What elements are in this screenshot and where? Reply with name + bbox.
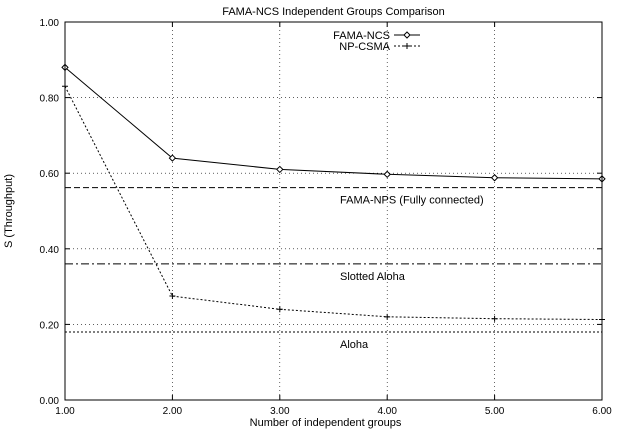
reference-label-slotted-aloha: Slotted Aloha [340, 271, 406, 283]
y-tick-label: 0.20 [40, 320, 60, 331]
legend-marker [404, 43, 410, 49]
plot-frame [64, 21, 603, 401]
x-tick-label: 1.00 [55, 406, 75, 417]
legend-label-fama-ncs: FAMA-NCS [333, 30, 390, 42]
x-tick-label: 5.00 [485, 406, 505, 417]
x-tick-label: 3.00 [270, 406, 290, 417]
grid [64, 21, 603, 401]
x-tick-label: 4.00 [377, 406, 397, 417]
x-tick-label: 2.00 [163, 406, 183, 417]
data-point-diamond [168, 154, 177, 162]
x-axis-label: Number of independent groups [250, 417, 402, 429]
reference-label-fama-nps: FAMA-NPS (Fully connected) [340, 195, 484, 207]
y-tick-label: 0.00 [40, 396, 60, 407]
y-axis-label: S (Throughput) [3, 174, 15, 248]
data-point-plus [276, 306, 283, 313]
legend: FAMA-NCS NP-CSMA [333, 30, 420, 53]
y-tick-label: 0.80 [40, 94, 60, 105]
series-line [64, 86, 603, 320]
legend-label-np-csma: NP-CSMA [339, 41, 390, 53]
reference-lines [65, 187, 602, 333]
tick-labels: 1.00 2.00 3.00 4.00 5.00 6.00 0.00 0.20 0.40 0.60… [40, 18, 613, 417]
data-point-diamond [276, 165, 284, 174]
legend-marker [403, 31, 411, 39]
x-tick-label: 6.00 [592, 406, 612, 417]
series-line [64, 67, 603, 180]
chart-title: FAMA-NCS Independent Groups Comparison [222, 6, 445, 18]
series-lines [61, 63, 606, 323]
data-point-plus [169, 293, 176, 300]
data-point-plus [491, 315, 498, 322]
data-point-diamond [490, 174, 499, 182]
reference-label-aloha: Aloha [340, 339, 369, 351]
y-tick-label: 0.40 [40, 245, 60, 256]
data-point-diamond [383, 170, 391, 179]
data-point-plus [384, 313, 391, 320]
y-tick-label: 0.60 [40, 169, 60, 180]
y-tick-label: 1.00 [40, 18, 60, 29]
